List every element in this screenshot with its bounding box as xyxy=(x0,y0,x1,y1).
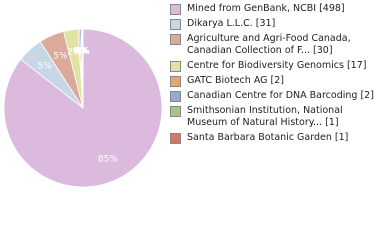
slice-label: 5% xyxy=(38,61,53,71)
legend-label: Agriculture and Agri-Food Canada, Canadi… xyxy=(187,33,351,56)
legend-label: Dikarya L.L.C. [31] xyxy=(187,18,276,29)
legend-label: Mined from GenBank, NCBI [498] xyxy=(187,3,345,14)
legend-item: Centre for Biodiversity Genomics [17] xyxy=(170,60,375,72)
legend-swatch xyxy=(170,34,181,45)
legend-item: Mined from GenBank, NCBI [498] xyxy=(170,3,375,15)
legend-item: Dikarya L.L.C. [31] xyxy=(170,18,375,30)
slice-label: 0% xyxy=(73,47,88,57)
legend-swatch xyxy=(170,106,181,117)
slice-label: 0% xyxy=(76,47,91,57)
legend-swatch xyxy=(170,91,181,102)
pie-slice xyxy=(81,28,84,109)
slice-label: 85% xyxy=(98,155,118,165)
legend-item: Santa Barbara Botanic Garden [1] xyxy=(170,132,375,144)
slice-label: 0% xyxy=(74,47,89,57)
legend-swatch xyxy=(170,61,181,72)
slice-label: 0% xyxy=(75,47,90,57)
legend-item: Canadian Centre for DNA Barcoding [2] xyxy=(170,90,375,102)
legend-item: Smithsonian Institution, National Museum… xyxy=(170,105,375,129)
slice-label: 2% xyxy=(67,47,82,57)
legend-swatch xyxy=(170,4,181,15)
pie: 85%5%5% 2%0%0%0%0% xyxy=(3,28,163,188)
legend-swatch xyxy=(170,19,181,30)
legend-swatch xyxy=(170,133,181,144)
legend-label: Smithsonian Institution, National Museum… xyxy=(187,105,343,128)
legend-item: Agriculture and Agri-Food Canada, Canadi… xyxy=(170,33,375,57)
legend-label: Canadian Centre for DNA Barcoding [2] xyxy=(187,90,374,101)
slice-label: 5% xyxy=(53,51,68,61)
legend-item: GATC Biotech AG [2] xyxy=(170,75,375,87)
legend-swatch xyxy=(170,76,181,87)
legend-label: Centre for Biodiversity Genomics [17] xyxy=(187,60,367,71)
legend-label: Santa Barbara Botanic Garden [1] xyxy=(187,132,349,143)
legend-label: GATC Biotech AG [2] xyxy=(187,75,284,86)
legend: Mined from GenBank, NCBI [498] Dikarya L.… xyxy=(170,3,375,147)
